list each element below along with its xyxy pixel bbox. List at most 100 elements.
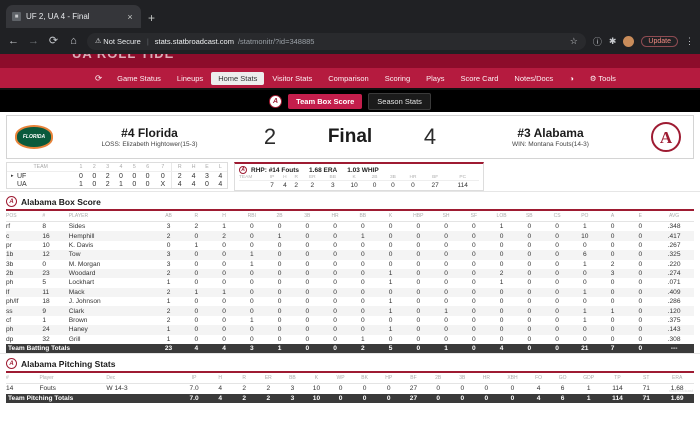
table-row[interactable]: 3b 0 M. Morgan 3 0 0 1 0 0 0 0 0 0 0 0 0 0 0 1 2 0 .220	[6, 260, 694, 269]
nav-item-notes-docs[interactable]: Notes/Docs	[514, 73, 554, 83]
table-row[interactable]: 2b 23 Woodard 2 0 0 0 0 0 0 0 1 0 0 0 2 0 0 0 3 0 .274	[6, 268, 694, 279]
table-cell: 1	[499, 279, 504, 287]
table-cell: 0	[499, 298, 504, 306]
table-row[interactable]: dp 32 Grill 1 0 0 0 0 0 0 1 0 0 0 0 0 0 0 0 0 0 .308	[6, 335, 694, 344]
table-row[interactable]: ss 9 Clark 2 0 0 0 0 0 0 0 1 0 1 0 0 0 0 1 1 0 .120	[6, 306, 694, 316]
site-brand-bar: UA ROLL TIDE	[0, 54, 700, 68]
table-cell: 12	[42, 251, 50, 259]
home-icon[interactable]: ⌂	[70, 34, 77, 47]
table-cell: Hemphill	[68, 232, 95, 240]
linescore-cell: 2	[171, 171, 187, 180]
table-row[interactable]: ph/lf 18 J. Johnson 1 0 0 0 0 0 0 0 1 0 0 0 0 0 0 0 0 0 .286	[6, 297, 694, 306]
table-cell: 0	[360, 288, 365, 296]
nav-item-game-status[interactable]: Game Status	[117, 73, 161, 83]
table-cell: 0	[305, 307, 310, 315]
extension-info-icon[interactable]: ⓘ	[592, 36, 602, 47]
new-tab-button[interactable]: +	[148, 11, 156, 25]
tab-season-stats[interactable]: Season Stats	[368, 92, 431, 110]
table-cell: 0	[471, 298, 476, 306]
table-row[interactable]: ph 5 Lockhart 1 0 0 0 0 0 0 0 1 0 0 0 1 0 0 0 0 0 .071	[6, 278, 694, 287]
linescore-row: UA 1 0 2 1 0 0 X 4 4 0 4	[7, 180, 227, 188]
col-ER: ER	[256, 373, 281, 385]
nav-item-comparison[interactable]: Comparison	[328, 73, 369, 83]
nav-item-score-card[interactable]: Score Card	[460, 73, 499, 83]
tab-team-box-score[interactable]: Team Box Score	[288, 93, 363, 109]
table-cell: 0	[194, 232, 199, 240]
table-cell: 0	[277, 260, 282, 268]
omnibox-actions: ☆	[570, 36, 578, 47]
table-cell: 1	[222, 223, 226, 231]
table-cell: 1	[166, 279, 171, 287]
update-button[interactable]: Update	[641, 35, 678, 47]
table-row[interactable]: lf 11 Mack 2 1 1 0 0 0 0 0 0 0 0 0 0 0 0 1 0 0.409	[6, 287, 694, 297]
table-row[interactable]: ph 24 Haney 1 0 0 0 0 0 0 0 1 0 0 0 0 0 0 0 0 0 .143	[6, 325, 694, 335]
nav-item-tools[interactable]: ⚙ Tools	[582, 72, 624, 85]
table-cell: 0	[194, 307, 199, 315]
col-R: R	[232, 373, 257, 385]
totals-cell: ---	[670, 345, 678, 353]
table-cell: 0	[388, 316, 393, 324]
table-row[interactable]: c 16 Hemphill 2 0 2 0 1 0 0 1 0 0 0 0 0 0 0 10 0 0.417	[6, 231, 694, 241]
table-cell: 16	[42, 232, 50, 240]
nav-item-visitor-stats[interactable]: Visitor Stats	[272, 73, 313, 83]
close-icon[interactable]: ×	[127, 11, 133, 22]
security-status[interactable]: ⚠ Not Secure	[95, 37, 141, 46]
address-bar[interactable]: ⚠ Not Secure | stats.statbroadcast.com/s…	[87, 32, 586, 50]
home-score: 4	[423, 124, 437, 149]
nav-refresh-icon[interactable]: ⟳	[95, 72, 103, 83]
nav-item-lineups[interactable]: Lineups	[176, 73, 204, 83]
puzzle-extensions-icon[interactable]: ✱	[608, 35, 617, 46]
table-cell: .348	[667, 223, 681, 231]
bookmark-star-icon[interactable]: ☆	[569, 35, 578, 46]
nav-item-scoring[interactable]: Scoring	[384, 73, 411, 83]
col-HBP: HBP	[404, 211, 433, 222]
table-cell: 0	[194, 251, 199, 259]
reload-icon[interactable]: ⟳	[48, 34, 59, 47]
table-cell: Mack	[68, 288, 85, 296]
table-cell: 0	[222, 251, 226, 259]
table-cell: Sides	[68, 223, 86, 231]
table-cell: 2	[166, 288, 171, 296]
col-ERA: ERA	[660, 373, 694, 385]
nav-item-plays[interactable]: Plays	[426, 73, 445, 83]
table-row[interactable]: cf 1 Brown 2 0 0 1 0 0 0 0 0 0 0 0 0 0 0 1 0 0 .375	[6, 316, 694, 325]
table-row[interactable]: 14 Fouts W 14-3 7.0 4 2 2 3 10 0 0 0 27 0 0 0 0 4 6 1 114 71 1…	[6, 384, 694, 394]
table-cell: 0	[471, 316, 476, 324]
home-team-block: #3 Alabama WIN: Montana Fouts(14-3)	[462, 126, 639, 148]
table-row[interactable]: rf 8 Sides 3 2 1 0 0 0 0 0 0 0 0 0 1 0 0 1 0 0 .348	[6, 222, 694, 232]
totals-cell: 0	[555, 345, 559, 353]
warning-triangle-icon: ⚠	[95, 38, 102, 45]
back-icon[interactable]: ←	[8, 34, 19, 47]
browser-tab[interactable]: ■ UF 2, UA 4 - Final ×	[6, 5, 141, 28]
nav-item-home-stats[interactable]: Home Stats	[211, 71, 265, 85]
linescore-cell: 0	[119, 172, 123, 180]
table-cell: 0	[194, 260, 199, 268]
alabama-logo-icon: A	[269, 94, 283, 108]
table-cell: 0	[305, 279, 310, 287]
pitcher-cell: 27	[431, 181, 439, 189]
linescore-col-2: 2	[87, 163, 101, 172]
table-cell: 0	[499, 326, 504, 334]
section-divider	[6, 371, 694, 374]
table-cell: 1	[610, 307, 615, 315]
table-cell: 0	[277, 298, 282, 306]
table-cell: 0	[333, 298, 337, 306]
table-row[interactable]: pr 10 K. Davis 0 1 0 0 0 0 0 0 0 0 0 0 0 0 0 0 0 0.267	[6, 241, 694, 250]
pitcher-col-IP: IP	[265, 175, 280, 181]
totals-cell: 2	[242, 394, 247, 402]
table-cell: 32	[42, 335, 50, 343]
forward-icon[interactable]: →	[28, 34, 39, 47]
pitcher-header-row: TEAM IP H R ER BB K 2B 3B HR BF PC	[239, 175, 479, 181]
contrast-toggle-icon[interactable]: ◑	[569, 73, 574, 83]
table-cell: 0	[499, 307, 504, 315]
table-cell: 0	[610, 241, 615, 249]
table-cell: 0	[333, 335, 337, 343]
table-row[interactable]: 1b 12 Tow 3 0 0 1 0 0 0 0 0 0 0 0 0 0 0 6 0 0 .325	[6, 250, 694, 260]
table-cell: 5	[42, 279, 47, 287]
table-cell: 2	[222, 232, 226, 240]
table-cell: .286	[667, 298, 681, 306]
browser-menu-icon[interactable]: ⋮	[685, 35, 694, 46]
avatar[interactable]	[623, 35, 635, 47]
table-cell: 0	[555, 241, 559, 249]
